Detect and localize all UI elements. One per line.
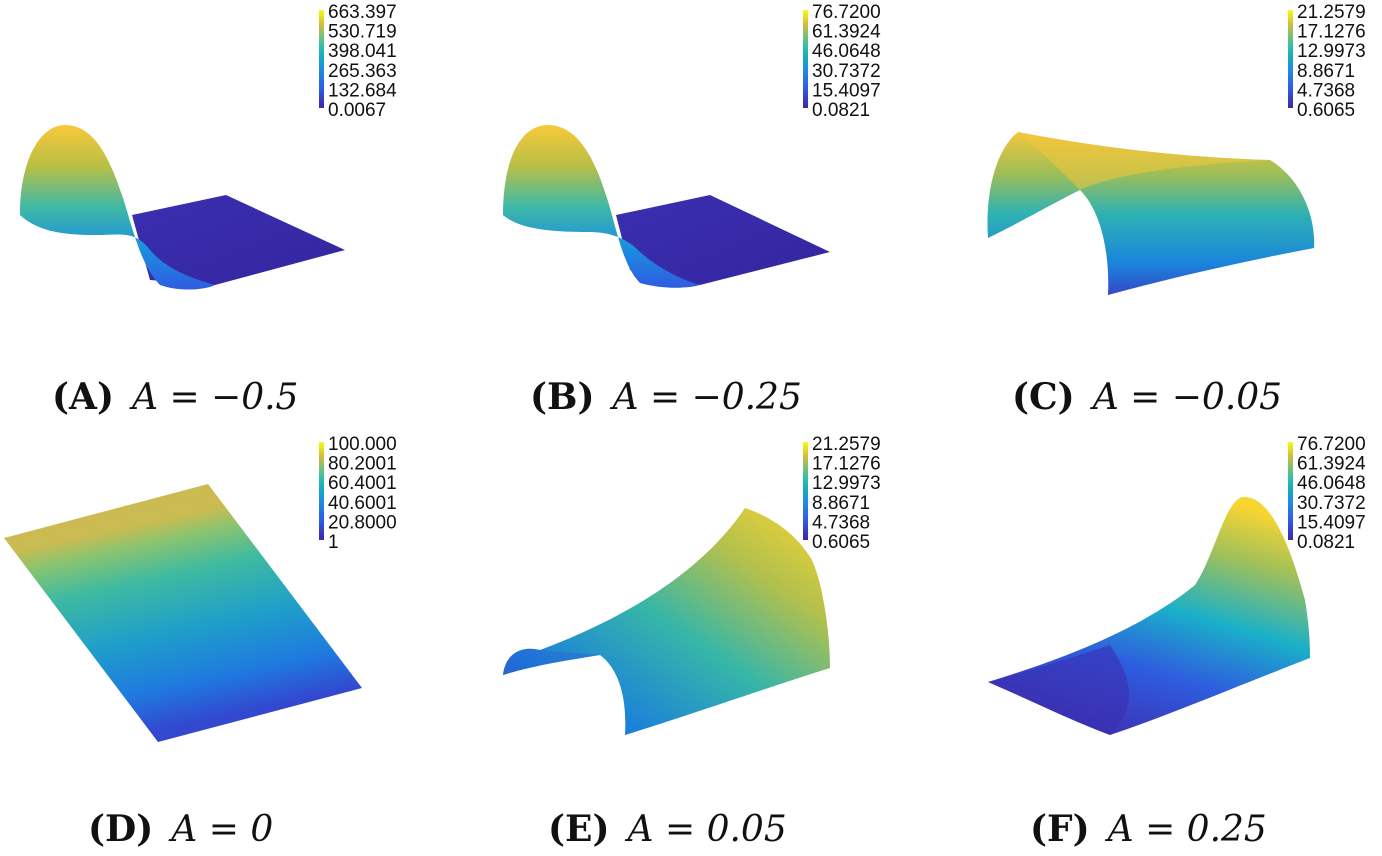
colorbar-tick-labels: 663.397530.719398.041265.363132.6840.006… [328, 2, 1366, 553]
colorbar-tick-label: 8.8671 [1297, 61, 1355, 82]
panel-equation: A = 0.05 [627, 809, 787, 850]
colorbar-tick-label: 60.4001 [328, 473, 397, 494]
colorbar-tick-label: 61.3924 [812, 22, 881, 43]
flat-region [616, 195, 830, 285]
panel-label: (C) [1012, 376, 1075, 418]
panel-equation: A = −0.5 [132, 377, 299, 418]
colorbar-d [319, 442, 324, 540]
panel-b [503, 125, 830, 288]
caption-b: (B) A = −0.25 [530, 376, 802, 418]
colorbar-a [319, 10, 324, 108]
colorbar-tick-label: 0.0821 [812, 100, 870, 121]
sheet-ridge [503, 648, 600, 675]
panel-label: (D) [88, 808, 154, 850]
colorbar-tick-label: 21.2579 [812, 434, 881, 455]
panel-label: (E) [548, 808, 610, 850]
flat-region [988, 645, 1129, 735]
colorbar-tick-label: 398.041 [328, 41, 397, 62]
panel-equation: A = 0 [171, 809, 274, 850]
colorbar-tick-label: 8.8671 [812, 493, 870, 514]
panel-a [20, 125, 345, 290]
colorbar-tick-label: 30.7372 [812, 61, 881, 82]
panel-e [503, 508, 830, 735]
panel-equation: A = −0.25 [612, 377, 802, 418]
colorbar-tick-label: 76.7200 [1297, 434, 1366, 455]
colorbar-tick-label: 17.1276 [812, 454, 881, 475]
hump-surface [503, 125, 700, 288]
colorbar-tick-label: 0.0067 [328, 100, 386, 121]
caption-c: (C) A = −0.05 [1012, 376, 1282, 418]
plane-surface [4, 484, 362, 742]
colorbar-tick-label: 4.7368 [1297, 80, 1355, 101]
colorbar-b [803, 10, 808, 108]
colorbar-tick-label: 46.0648 [812, 41, 881, 62]
colorbar-tick-label: 265.363 [328, 61, 397, 82]
colorbar-tick-label: 0.6065 [812, 532, 870, 553]
colorbar-f [1288, 442, 1293, 540]
sheet-surface [503, 508, 830, 735]
panel-label: (F) [1030, 808, 1090, 850]
panel-label: (A) [52, 376, 114, 418]
colorbar-tick-label: 17.1276 [1297, 22, 1366, 43]
colorbar-tick-label: 132.684 [328, 80, 397, 101]
colorbar-tick-label: 80.2001 [328, 454, 397, 475]
colorbar-tick-label: 40.6001 [328, 493, 397, 514]
panel-d [4, 484, 362, 742]
colorbar-tick-label: 100.000 [328, 434, 397, 455]
hump-surface [20, 125, 215, 290]
colorbar-tick-label: 12.9973 [1297, 41, 1366, 62]
colorbar-tick-label: 1 [328, 532, 339, 553]
colorbar-tick-label: 21.2579 [1297, 2, 1366, 23]
colorbar-tick-label: 30.7372 [1297, 493, 1366, 514]
caption-d: (D) A = 0 [88, 808, 273, 850]
colorbar-tick-label: 61.3924 [1297, 454, 1366, 475]
colorbar-tick-label: 15.4097 [812, 80, 881, 101]
colorbar-tick-label: 4.7368 [812, 512, 870, 533]
colorbar-tick-label: 20.8000 [328, 512, 397, 533]
panel-equation: A = 0.25 [1107, 809, 1267, 850]
colorbars [319, 10, 1293, 540]
colorbar-c [1288, 10, 1293, 108]
colorbar-tick-label: 15.4097 [1297, 512, 1366, 533]
caption-a: (A) A = −0.5 [52, 376, 298, 418]
caption-e: (E) A = 0.05 [548, 808, 787, 850]
colorbar-tick-label: 663.397 [328, 2, 397, 23]
colorbar-tick-label: 12.9973 [812, 473, 881, 494]
colorbar-tick-label: 76.7200 [812, 2, 881, 23]
panel-c [987, 132, 1315, 295]
sheet-ridge [1018, 132, 1270, 190]
panel-f [988, 496, 1310, 735]
colorbar-tick-label: 0.6065 [1297, 100, 1355, 121]
colorbar-e [803, 442, 808, 540]
flat-region [132, 195, 345, 285]
panel-label: (B) [530, 376, 595, 418]
colorbar-tick-label: 0.0821 [1297, 532, 1355, 553]
colorbar-tick-label: 46.0648 [1297, 473, 1366, 494]
caption-f: (F) A = 0.25 [1030, 808, 1267, 850]
panel-equation: A = −0.05 [1092, 377, 1283, 418]
colorbar-tick-label: 530.719 [328, 22, 397, 43]
